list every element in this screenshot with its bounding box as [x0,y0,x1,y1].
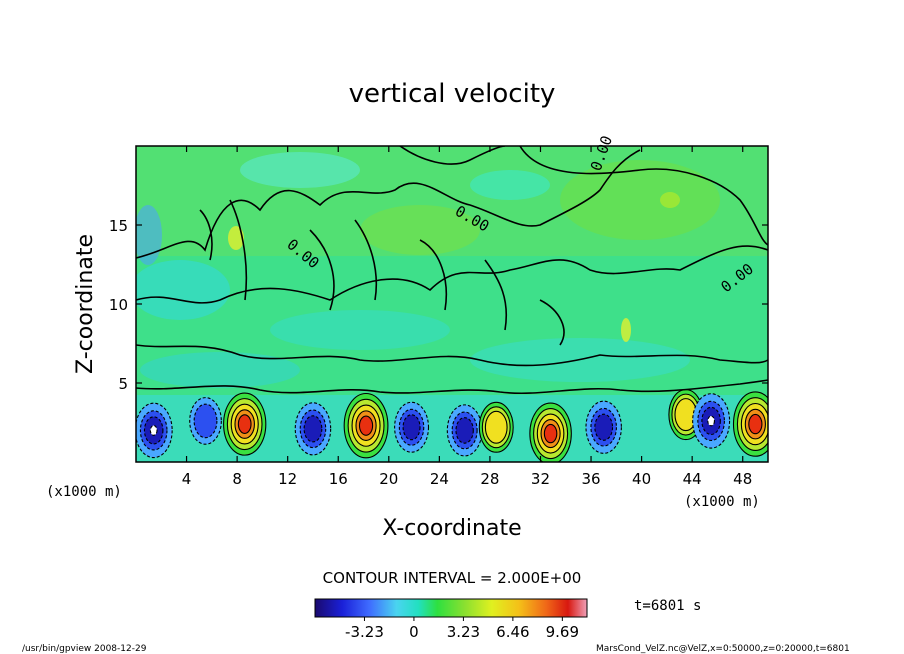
velocity-contour [149,424,158,436]
heatmap-field [136,146,768,462]
blue-patch [136,205,162,265]
contour-line [519,146,768,246]
green-patch [360,205,480,255]
contour-line [136,245,768,304]
footer-right: MarsCond_VelZ.nc@VelZ,x=0:50000,z=0:2000… [596,644,850,654]
footer-left: /usr/bin/gpview 2008-12-29 [22,644,147,654]
y-axis-label: Z-coordinate [73,234,98,374]
time-label: t=6801 s [634,598,701,614]
x-tick-label: 32 [531,470,550,488]
x-tick-label: 16 [329,470,348,488]
velocity-contour [543,423,558,444]
velocity-contour [707,415,715,427]
cyan-patch [136,260,230,320]
velocity-contour [358,415,374,436]
velocity-contour [303,415,323,443]
y-tick-label: 10 [109,296,128,314]
velocity-contour [455,417,474,444]
x-axis-unit-right: (x1000 m) [684,494,760,510]
y-tick-label: 15 [109,217,128,235]
x-tick-label: 36 [581,470,600,488]
x-axis-ticks: 4 8 12 16 20 24 28 32 36 40 44 48 [182,146,752,488]
colorbar-tick-label: 9.69 [546,623,579,641]
x-tick-label: 48 [733,470,752,488]
x-tick-label: 40 [632,470,651,488]
colorbar-tick-label: -3.23 [345,623,384,641]
y-axis-ticks: 5 10 15 [109,217,768,393]
x-tick-label: 44 [683,470,702,488]
contour-line [136,149,641,259]
colorbar-ticks: -3.23 0 3.23 6.46 9.69 [345,617,579,641]
x-tick-label: 28 [480,470,499,488]
cyan-patch [270,310,450,350]
colorbar-tick-label: 3.23 [447,623,480,641]
velocity-contour [748,413,763,435]
green-patch [660,192,680,208]
x-axis-label: X-coordinate [382,516,521,541]
green-patch [560,160,720,240]
x-tick-label: 8 [232,470,242,488]
velocity-contour [484,410,508,444]
yellow-patch [228,226,244,250]
x-tick-label: 4 [182,470,192,488]
cyan-patch [240,152,360,188]
convective-cells [136,389,768,462]
colorbar-tick-label: 6.46 [496,623,529,641]
cyan-patch [140,352,300,388]
x-tick-label: 12 [278,470,297,488]
x-axis-unit-left: (x1000 m) [46,484,122,500]
cyan-patch [470,170,550,200]
contour-line [136,379,768,395]
velocity-contour [594,413,614,441]
contour-line [136,344,768,367]
x-tick-label: 24 [430,470,449,488]
chart-title: vertical velocity [349,79,556,109]
contour-interval-label: CONTOUR INTERVAL = 2.000E+00 [323,569,582,587]
contour-line [399,146,506,165]
contour-line [199,199,565,346]
contour-lines [136,146,768,395]
velocity-contour [237,414,252,434]
y-tick-label: 5 [118,375,128,393]
yellow-patch [621,318,631,342]
colorbar-tick-label: 0 [409,623,419,641]
colorbar [314,598,588,618]
x-tick-label: 20 [379,470,398,488]
velocity-contour [193,403,218,439]
velocity-contour [402,414,421,441]
